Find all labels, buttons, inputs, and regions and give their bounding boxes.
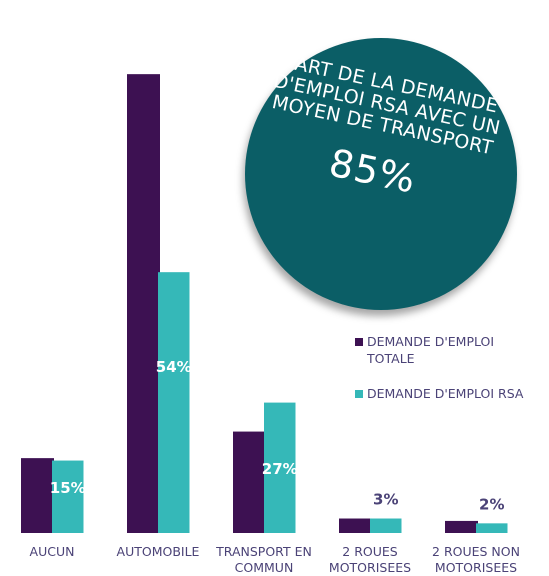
- bar-rsa-2: [264, 402, 296, 533]
- bars-group: [21, 74, 508, 534]
- data-label-rsa-4: 2%: [479, 495, 504, 513]
- bar-rsa-4: [476, 523, 508, 533]
- category-label-3: 2 ROUES MOTORISEES: [328, 544, 412, 575]
- value-labels-group: 15% 54% 27% 3% 2%: [50, 358, 505, 513]
- legend-swatch-total: [355, 338, 363, 346]
- bar-rsa-0: [52, 460, 84, 533]
- category-label-0: AUCUN: [29, 544, 75, 559]
- rsa-transport-share-callout: PART DE LA DEMANDE D'EMPLOI RSA AVEC UN …: [245, 38, 517, 310]
- bar-rsa-1: [158, 272, 190, 533]
- data-label-rsa-1: 54%: [156, 358, 192, 376]
- legend: DEMANDE D'EMPLOI TOTALE DEMANDE D'EMPLOI…: [355, 333, 545, 402]
- callout-text: PART DE LA DEMANDE D'EMPLOI RSA AVEC UN …: [251, 49, 510, 215]
- data-label-rsa-0: 15%: [50, 479, 86, 497]
- bar-total-1: [127, 74, 160, 534]
- legend-swatch-rsa: [355, 390, 363, 398]
- legend-item-rsa: DEMANDE D'EMPLOI RSA: [355, 385, 545, 402]
- bar-total-0: [21, 458, 54, 533]
- bar-total-4: [445, 520, 478, 533]
- bar-total-2: [233, 431, 266, 533]
- data-label-rsa-2: 27%: [262, 460, 298, 478]
- legend-label-total: DEMANDE D'EMPLOI TOTALE: [367, 334, 495, 366]
- legend-label-rsa: DEMANDE D'EMPLOI RSA: [367, 386, 524, 401]
- legend-item-total: DEMANDE D'EMPLOI TOTALE: [355, 333, 545, 367]
- category-label-1: AUTOMOBILE: [116, 544, 200, 559]
- bar-rsa-3: [370, 518, 402, 533]
- category-label-4: 2 ROUES NON MOTORISEES: [432, 544, 520, 575]
- data-label-rsa-3: 3%: [373, 491, 398, 509]
- category-label-2: TRANSPORT EN COMMUN: [216, 544, 312, 575]
- bar-total-3: [339, 518, 372, 533]
